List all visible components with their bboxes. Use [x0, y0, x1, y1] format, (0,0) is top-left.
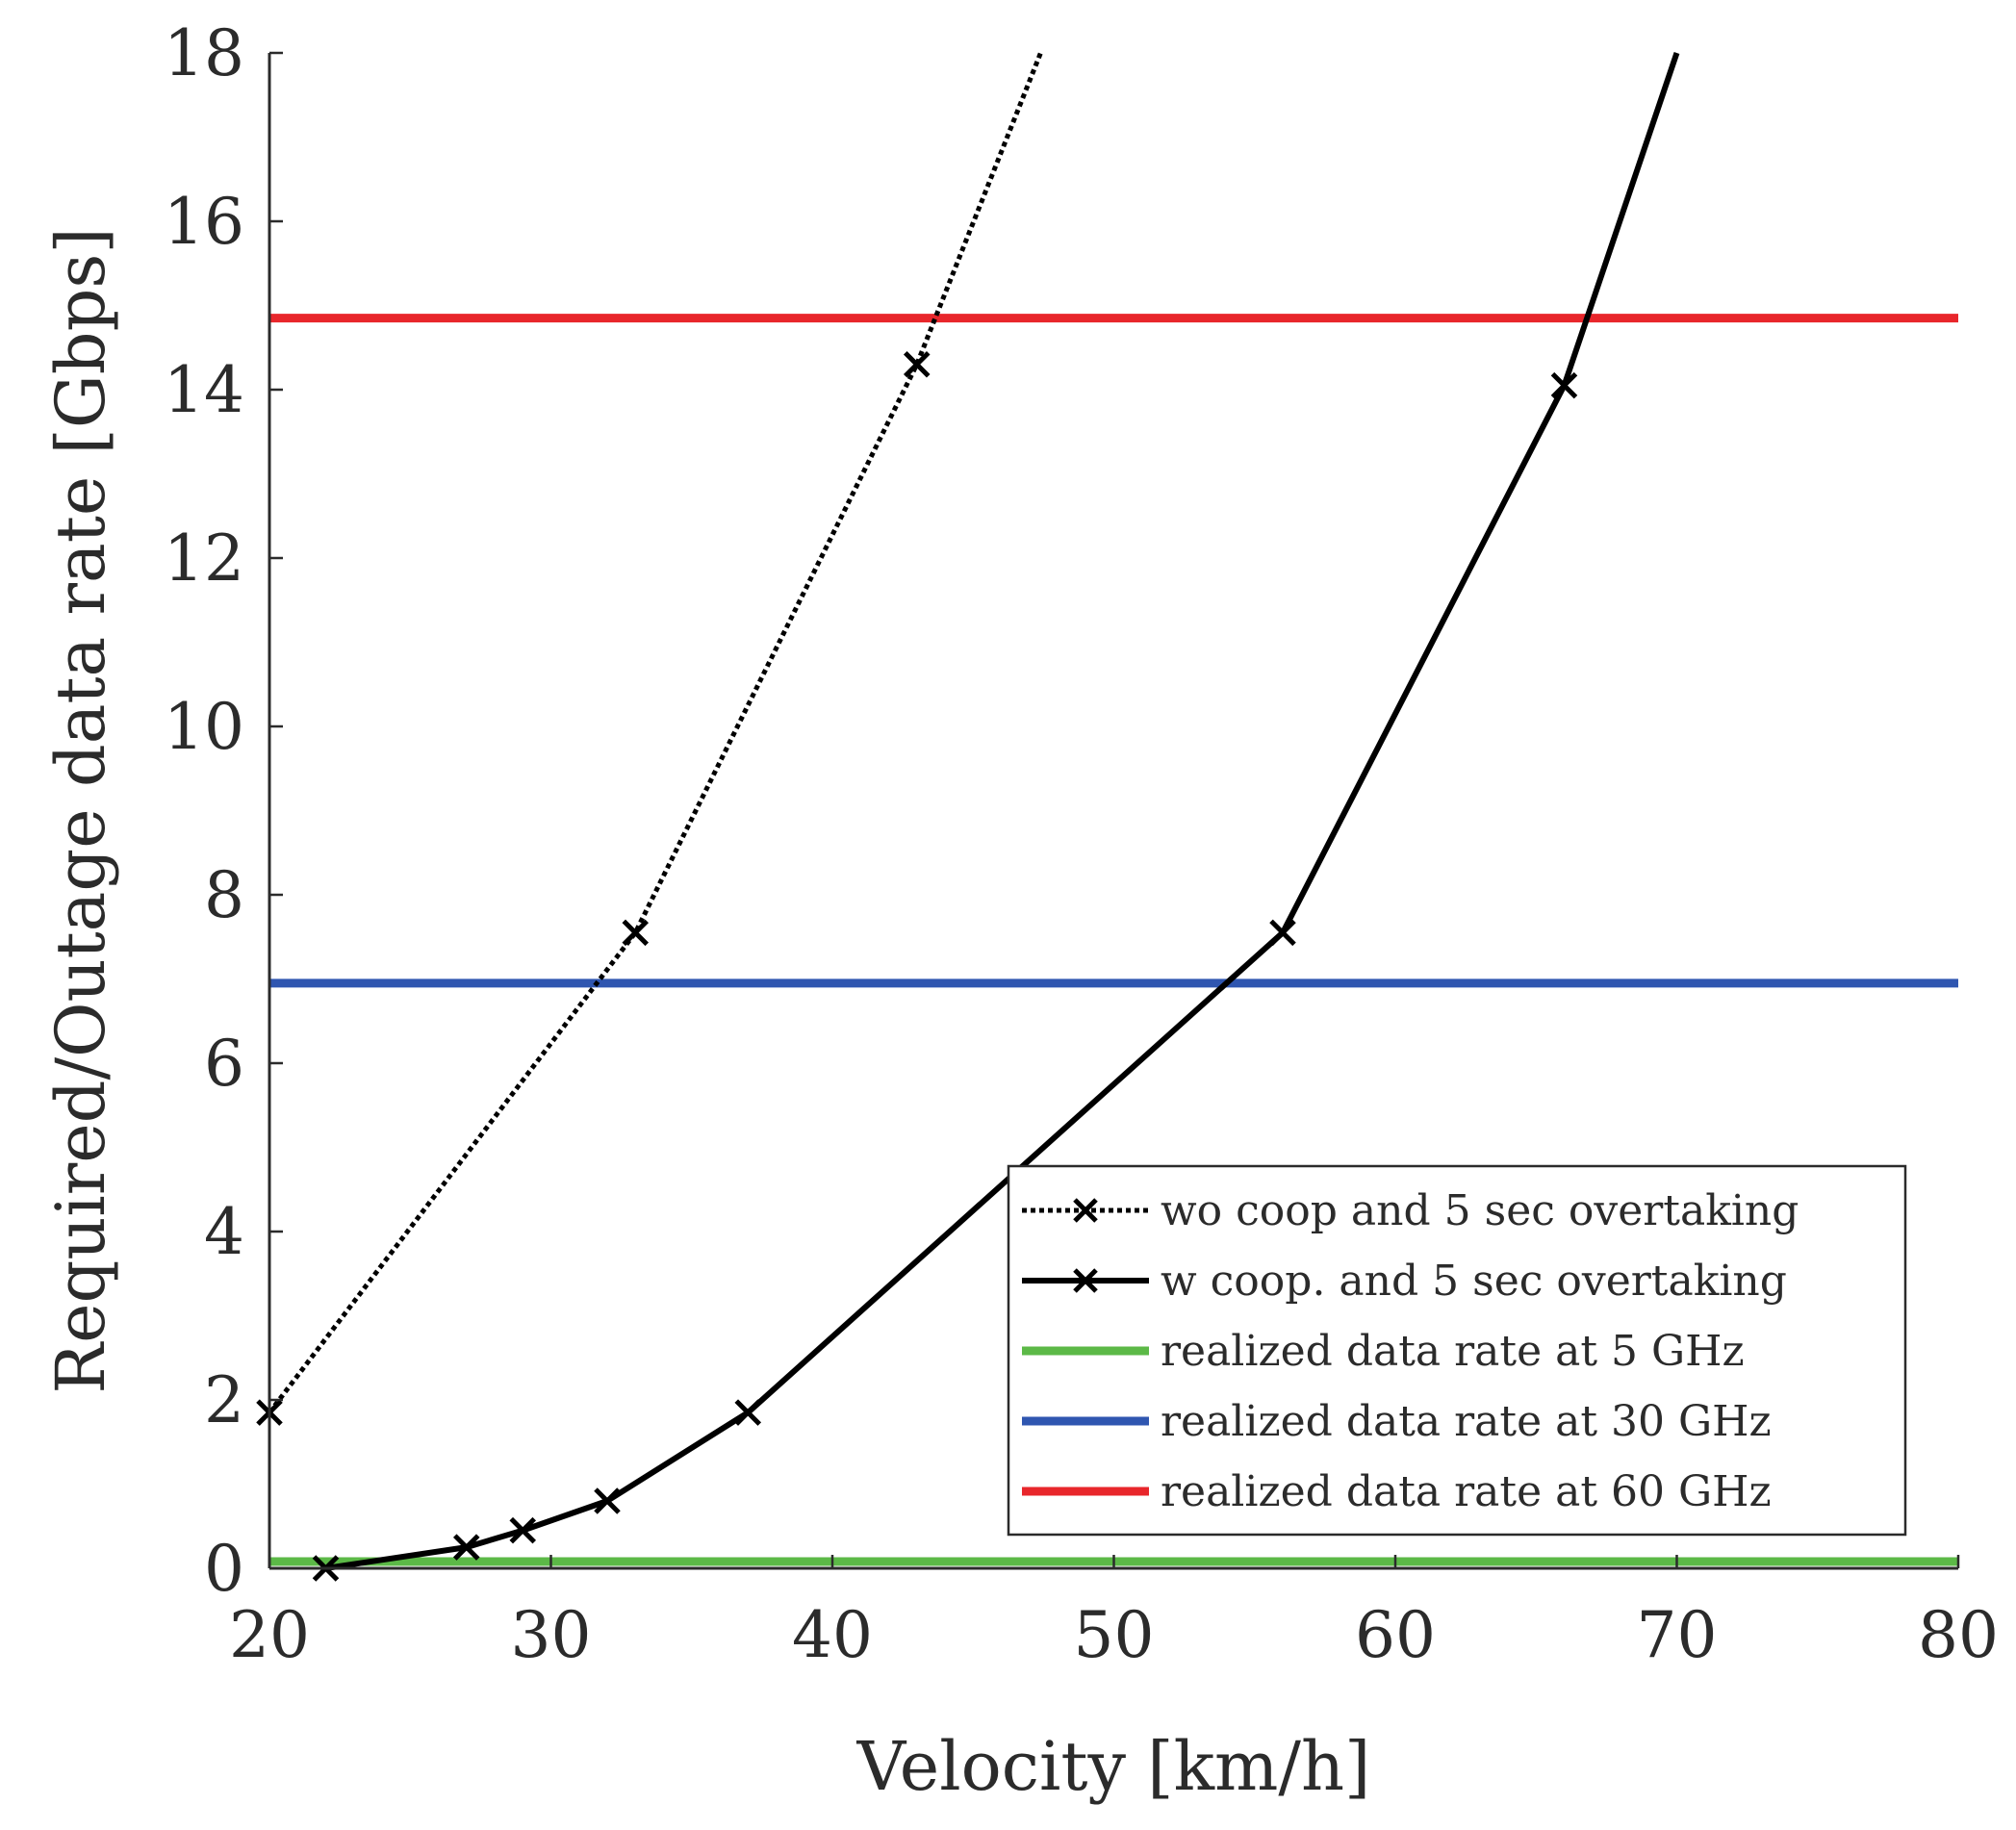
y-tick-label: 8 — [204, 858, 244, 932]
x-tick-label: 50 — [1074, 1598, 1155, 1672]
y-tick-label: 10 — [164, 690, 244, 764]
data-point-marker — [509, 1516, 537, 1544]
y-tick-label: 14 — [164, 353, 244, 427]
data-point-marker — [734, 1399, 762, 1426]
legend-label-3: realized data rate at 30 GHz — [1161, 1397, 1772, 1446]
axes: 20 30 40 50 60 70 80 0 2 4 6 8 10 12 14 16 18 — [164, 16, 1999, 1672]
y-tick-label: 16 — [164, 185, 244, 259]
x-tick-label: 70 — [1637, 1598, 1718, 1672]
legend-label-0: wo coop and 5 sec overtaking — [1161, 1186, 1799, 1235]
data-point-marker — [452, 1534, 480, 1561]
data-point-marker — [594, 1487, 621, 1514]
y-tick-label: 18 — [164, 16, 244, 90]
data-point-marker — [903, 350, 931, 378]
x-tick-label: 20 — [229, 1598, 310, 1672]
y-tick-label: 2 — [204, 1363, 244, 1437]
data-point-marker — [1269, 919, 1296, 947]
x-tick-label: 80 — [1918, 1598, 1999, 1672]
legend-box — [1007, 1164, 1907, 1537]
legend-label-4: realized data rate at 60 GHz — [1161, 1467, 1772, 1516]
legend-marker-1 — [1073, 1268, 1098, 1293]
legend-label-2: realized data rate at 5 GHz — [1161, 1327, 1745, 1376]
x-tick-label: 40 — [792, 1598, 873, 1672]
x-tick-label: 30 — [511, 1598, 592, 1672]
legend-label-1: w coop. and 5 sec overtaking — [1161, 1257, 1787, 1306]
legend-marker-0 — [1073, 1198, 1098, 1223]
y-tick-label: 4 — [204, 1195, 244, 1269]
x-tick-label: 60 — [1355, 1598, 1436, 1672]
legend: wo coop and 5 sec overtaking w coop. and … — [1007, 1164, 1907, 1537]
y-tick-label: 0 — [204, 1532, 244, 1606]
y-tick-label: 6 — [204, 1027, 244, 1101]
data-point-marker — [1550, 371, 1578, 399]
series-line-1 — [325, 52, 1680, 1570]
x-axis-title: Velocity [km/h] — [856, 1727, 1371, 1806]
series-line-0 — [269, 52, 1043, 1414]
y-axis-title: Required/Outage data rate [Gbps] — [41, 227, 120, 1393]
y-tick-label: 12 — [164, 521, 244, 596]
data-point-marker — [622, 919, 650, 947]
